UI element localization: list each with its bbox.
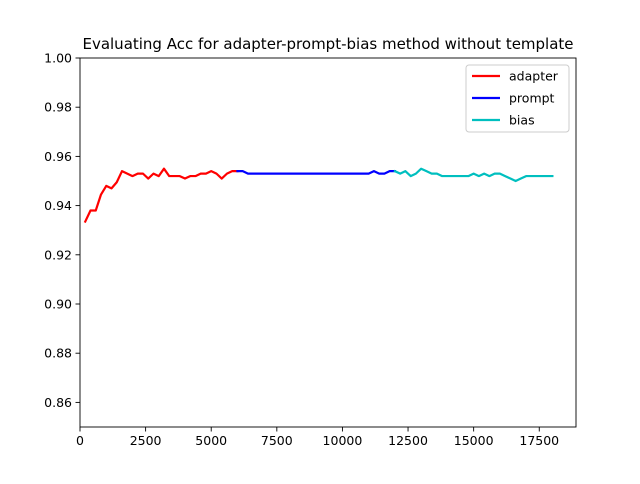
y-tick-label: 0.88: [44, 346, 72, 361]
plot-area: [79, 57, 577, 428]
series-line-bias: [393, 167, 554, 183]
x-tick-label: 12500: [388, 433, 428, 448]
x-tick-label: 0: [76, 433, 84, 448]
legend: adapter prompt bias: [465, 64, 570, 133]
legend-box: [465, 64, 570, 133]
x-tick-label: 7500: [261, 433, 293, 448]
y-tick-label: 0.86: [44, 395, 72, 410]
y-tick-label: 0.98: [44, 100, 72, 115]
x-tick-label: 15000: [454, 433, 494, 448]
x-tick-label: 10000: [323, 433, 363, 448]
x-tick-label: 5000: [195, 433, 227, 448]
y-tick-label: 0.92: [44, 247, 72, 262]
y-tick-label: 1.00: [44, 51, 72, 66]
series-line-adapter: [83, 167, 239, 224]
y-tick-label: 0.90: [44, 297, 72, 312]
series-layer: [83, 167, 554, 224]
x-tick-label: 17500: [519, 433, 559, 448]
legend-label-prompt: prompt: [509, 91, 555, 106]
legend-label-bias: bias: [509, 113, 535, 128]
plot-frame: [79, 57, 577, 428]
y-tick-label: 0.96: [44, 149, 72, 164]
x-tick-label: 2500: [130, 433, 162, 448]
series-line-prompt: [236, 170, 397, 175]
y-tick-label: 0.94: [44, 198, 72, 213]
legend-label-adapter: adapter: [509, 69, 559, 84]
x-axis: 0 2500 5000 7500 10000 12500 15000 17500: [76, 427, 559, 448]
chart-title: Evaluating Acc for adapter-prompt-bias m…: [82, 35, 573, 53]
y-axis: 0.86 0.88 0.90 0.92 0.94 0.96 0.98 1.00: [44, 51, 80, 410]
